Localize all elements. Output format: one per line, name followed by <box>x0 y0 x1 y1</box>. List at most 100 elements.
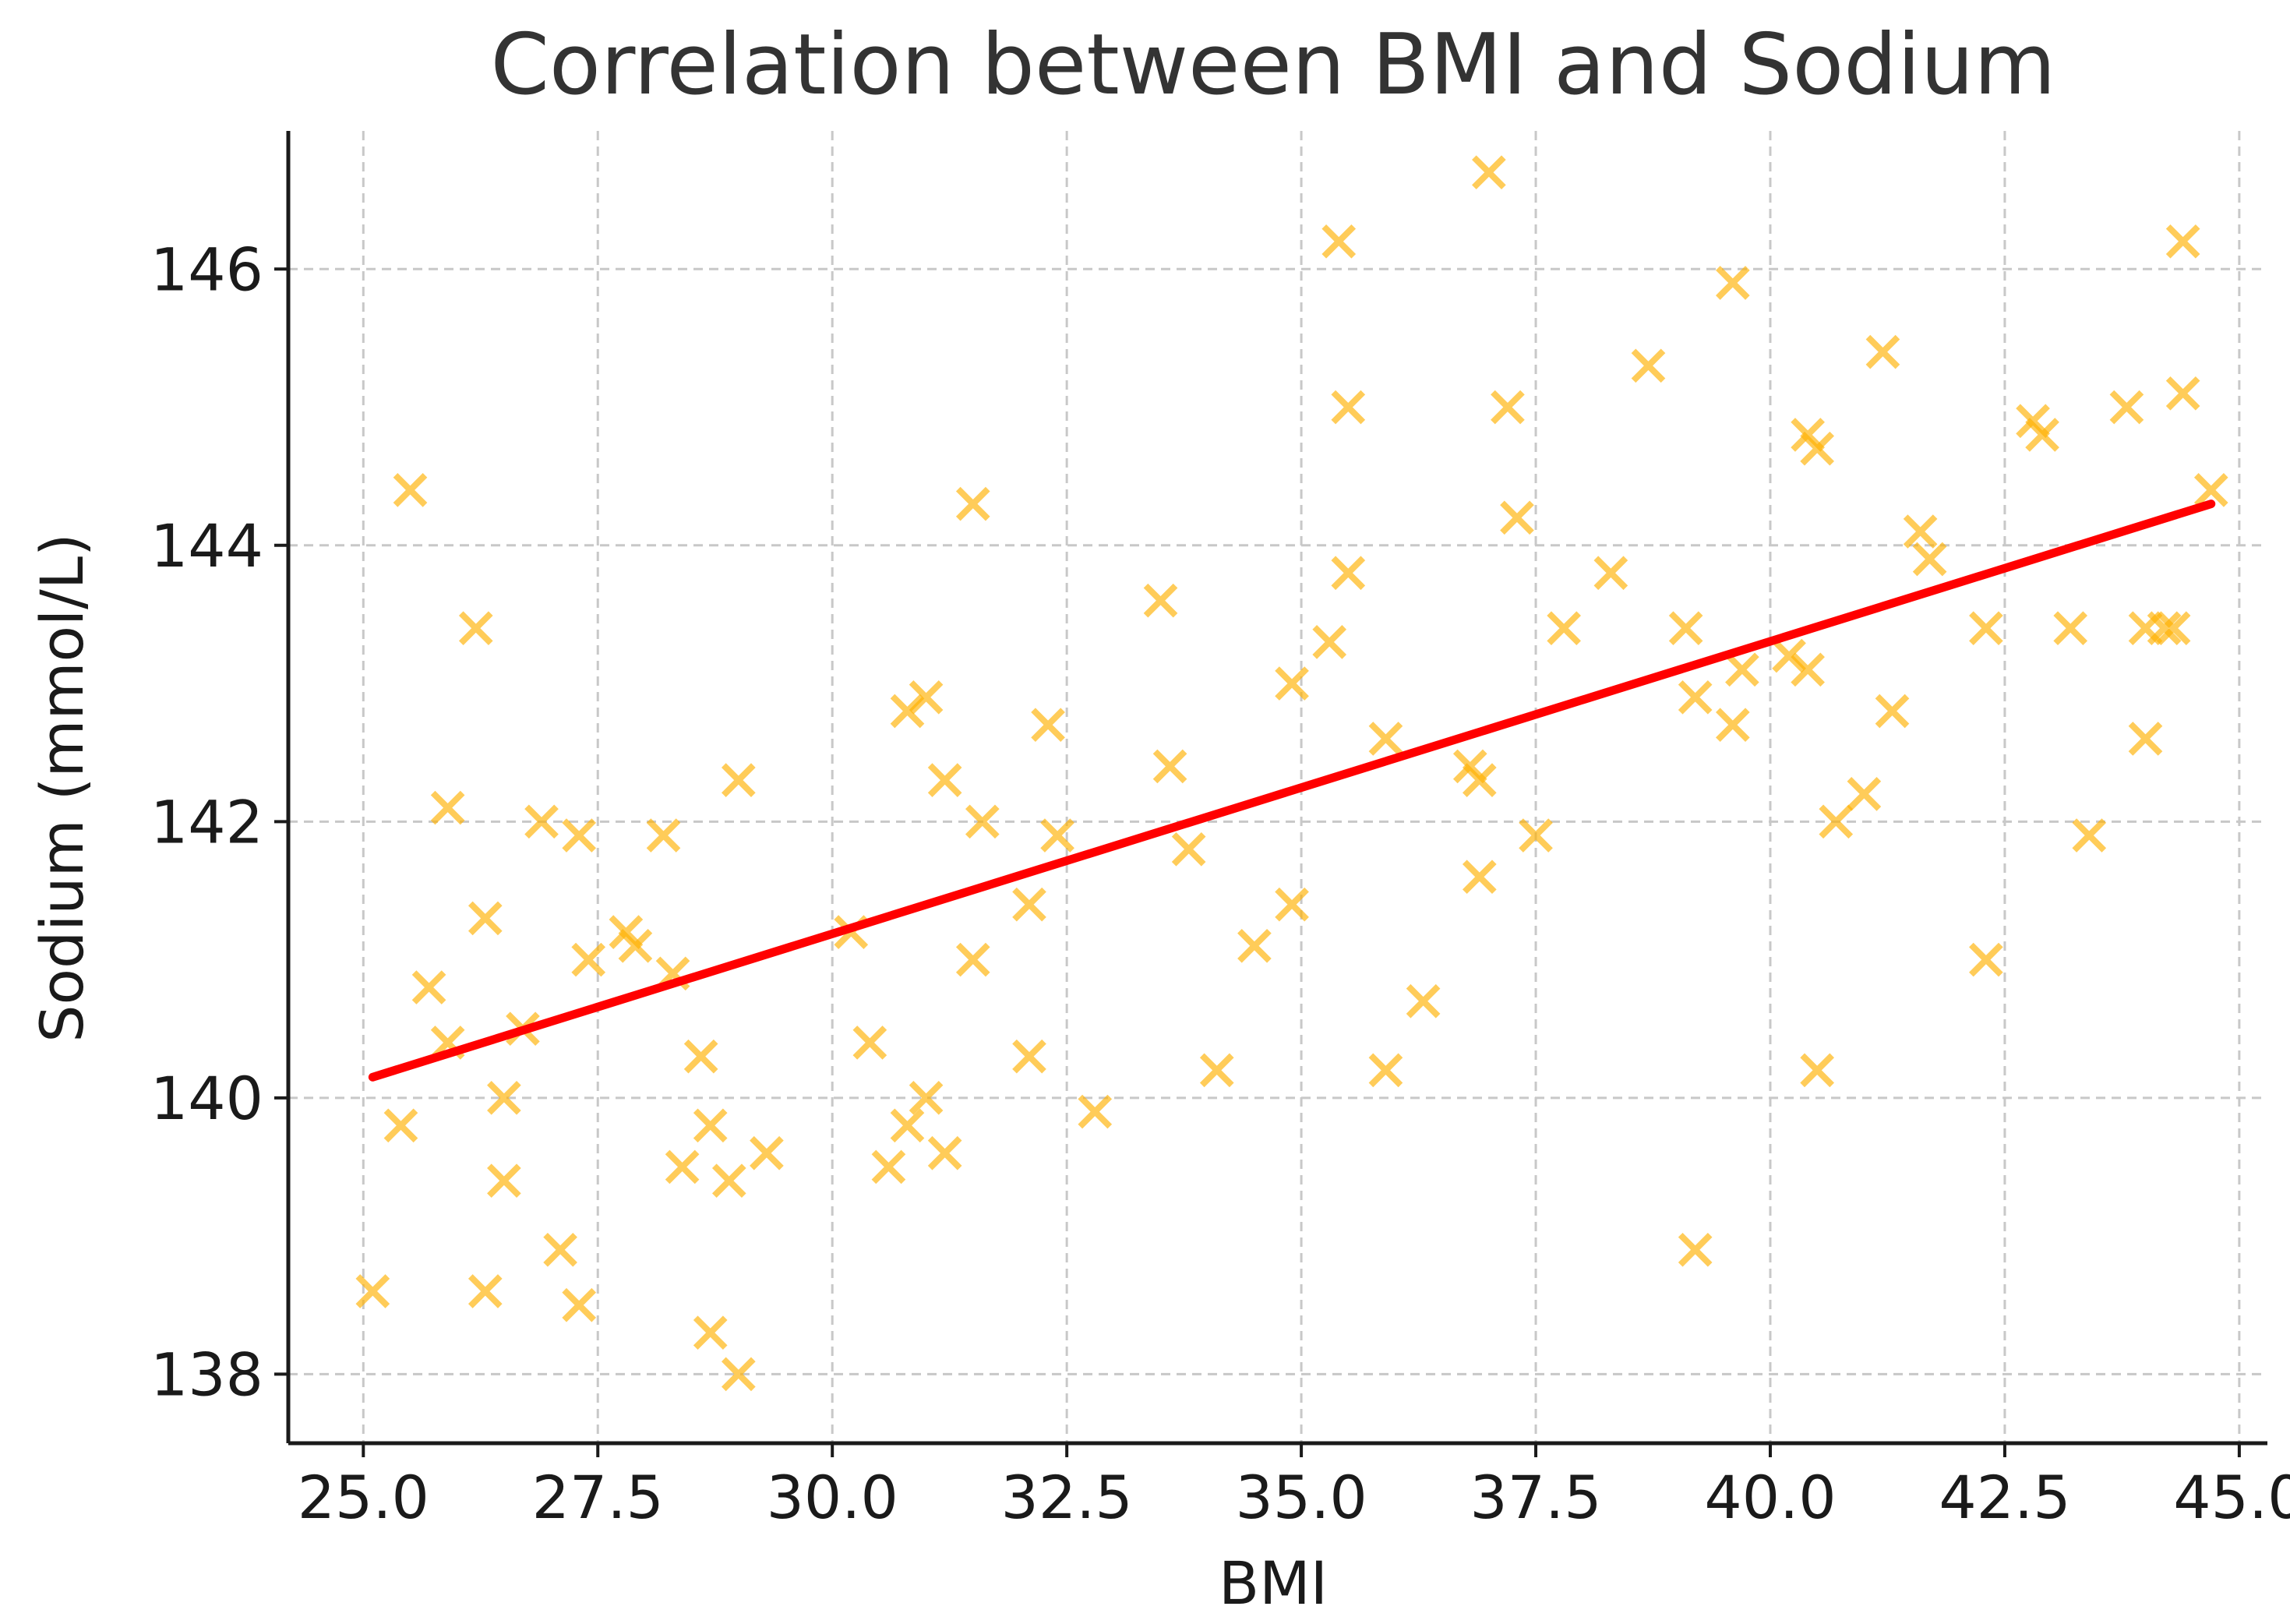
y-axis-label: Sodium (mmol/L) <box>27 533 97 1042</box>
data-point <box>1472 155 1506 190</box>
x-axis-label: BMI <box>1219 1548 1328 1618</box>
data-point <box>1547 611 1581 645</box>
data-point <box>1865 334 1900 369</box>
data-point <box>543 1233 577 1267</box>
data-point <box>693 1108 728 1143</box>
data-point <box>1772 638 1806 673</box>
x-tick-label: 40.0 <box>1704 1463 1836 1532</box>
data-point <box>909 1081 944 1115</box>
data-point <box>393 473 428 507</box>
data-point <box>1668 611 1703 645</box>
data-point <box>1012 887 1046 922</box>
data-point <box>927 763 962 797</box>
data-point <box>571 942 606 977</box>
data-point <box>1725 652 1759 687</box>
data-point <box>468 1274 503 1308</box>
data-point <box>355 1274 390 1308</box>
grid-lines <box>288 131 2267 1443</box>
y-tick-label: 140 <box>150 1064 263 1133</box>
x-tick-labels: 25.0 27.5 30.0 32.5 35.0 37.5 40.0 42.5 45.0 <box>298 1463 2290 1532</box>
data-point <box>1331 390 1366 425</box>
data-point <box>890 694 925 729</box>
x-tick-label: 27.5 <box>532 1463 664 1532</box>
data-point <box>487 1081 521 1115</box>
data-point <box>468 901 503 936</box>
data-point <box>1368 1053 1403 1088</box>
axes <box>274 131 2267 1457</box>
y-tick-label: 144 <box>150 511 263 581</box>
data-point <box>750 1135 784 1170</box>
data-point <box>1969 611 2003 645</box>
data-point <box>965 804 1000 839</box>
data-point <box>487 1163 521 1199</box>
data-point <box>683 1039 718 1074</box>
data-point <box>2193 473 2228 507</box>
y-tick-label: 138 <box>150 1340 263 1409</box>
data-point <box>1462 763 1497 797</box>
data-point <box>852 1026 887 1060</box>
data-point <box>890 1108 925 1143</box>
data-point <box>1678 680 1713 715</box>
data-point <box>721 1357 756 1392</box>
data-point <box>955 486 990 521</box>
data-point <box>1368 722 1403 756</box>
data-point <box>1078 1094 1113 1129</box>
data-point <box>1491 390 1525 425</box>
data-points <box>355 155 2228 1392</box>
data-point <box>1031 708 1065 743</box>
data-point <box>562 1287 597 1322</box>
data-point <box>1199 1053 1234 1088</box>
data-point <box>1462 860 1497 895</box>
data-point <box>1716 266 1750 300</box>
data-point <box>430 790 465 825</box>
trend-line <box>368 500 2216 1082</box>
data-point <box>665 1149 700 1184</box>
data-point <box>1593 556 1628 591</box>
data-point <box>2109 390 2144 425</box>
data-point <box>1275 666 1309 701</box>
data-point <box>1275 887 1309 922</box>
data-point <box>1800 431 1835 466</box>
data-point <box>1631 348 1666 383</box>
x-tick-label: 45.0 <box>2173 1463 2290 1532</box>
data-point <box>1912 542 1947 577</box>
data-point <box>1143 583 1178 618</box>
data-point <box>711 1163 746 1199</box>
data-point <box>2072 818 2107 853</box>
data-point <box>2025 418 2059 452</box>
data-point <box>955 942 990 977</box>
data-point <box>1237 929 1272 963</box>
data-point <box>2128 722 2163 756</box>
data-point <box>1519 818 1553 853</box>
data-point <box>646 818 681 853</box>
data-point <box>618 929 653 963</box>
data-point <box>2156 611 2191 645</box>
x-tick-label: 30.0 <box>767 1463 898 1532</box>
data-point <box>2147 611 2182 645</box>
data-point <box>721 763 756 797</box>
data-point <box>1406 983 1441 1019</box>
data-point <box>1500 500 1534 535</box>
data-point <box>2165 376 2200 411</box>
data-point <box>1969 942 2003 977</box>
data-point <box>1716 708 1750 743</box>
x-tick-label: 37.5 <box>1470 1463 1601 1532</box>
x-tick-label: 25.0 <box>298 1463 429 1532</box>
x-tick-label: 32.5 <box>1001 1463 1133 1532</box>
data-point <box>1152 749 1187 784</box>
y-tick-label: 146 <box>150 235 263 304</box>
data-point <box>1171 831 1206 867</box>
data-point <box>458 611 493 645</box>
data-point <box>909 680 944 715</box>
data-point <box>524 804 559 839</box>
data-point <box>411 970 446 1004</box>
chart-title: Correlation between BMI and Sodium <box>490 16 2055 114</box>
data-point <box>1331 556 1366 591</box>
trend-line-group <box>368 500 2216 1082</box>
x-tick-label: 42.5 <box>1939 1463 2070 1532</box>
y-tick-label: 142 <box>150 787 263 856</box>
data-point <box>1321 224 1357 259</box>
data-point <box>871 1149 906 1184</box>
data-point <box>1312 625 1347 659</box>
